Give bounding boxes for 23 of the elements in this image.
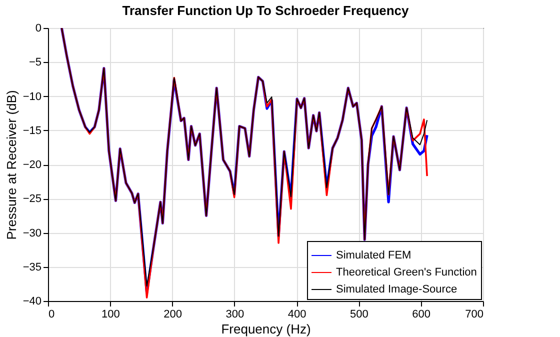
legend-label: Theoretical Green's Function <box>336 266 477 278</box>
y-tick-label: −35 <box>22 261 42 274</box>
legend-label: Simulated FEM <box>336 250 412 262</box>
x-tick-label: 400 <box>288 308 306 320</box>
chart-title: Transfer Function Up To Schroeder Frequency <box>122 3 410 18</box>
x-tick-label: 700 <box>465 308 484 320</box>
y-tick-label: −30 <box>22 227 42 240</box>
x-tick-label: 500 <box>350 308 368 320</box>
x-tick-label: 600 <box>412 308 431 320</box>
y-tick-label: −10 <box>22 90 42 103</box>
x-axis-title: Frequency (Hz) <box>221 322 311 336</box>
y-tick-label: −40 <box>22 296 42 308</box>
y-tick-label: −5 <box>28 56 42 69</box>
y-axis-title: Pressure at Receiver (dB) <box>4 90 19 240</box>
x-tick-label: 200 <box>164 308 182 320</box>
y-tick-label: −25 <box>22 193 42 206</box>
x-tick-label: 300 <box>226 308 244 320</box>
x-tick-label: 0 <box>48 308 55 320</box>
x-tick-label: 100 <box>101 308 120 320</box>
y-tick-label: 0 <box>35 22 42 34</box>
y-tick-label: −20 <box>22 159 42 171</box>
y-tick-label: −15 <box>22 124 42 137</box>
legend-label: Simulated Image-Source <box>336 284 458 296</box>
